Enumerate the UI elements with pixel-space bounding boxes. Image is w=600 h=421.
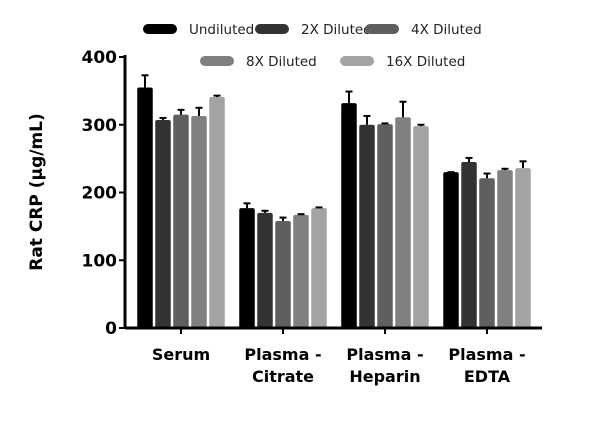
- y-tick-label: 400: [82, 48, 118, 68]
- bar: [377, 124, 393, 328]
- legend-label: 16X Diluted: [386, 54, 465, 70]
- y-axis-label: Rat CRP (µg/mL): [27, 113, 47, 271]
- y-tick-label: 100: [82, 251, 118, 271]
- legend-label: 8X Diluted: [246, 54, 317, 70]
- bar: [137, 87, 153, 328]
- bar: [395, 117, 411, 328]
- bars: [137, 74, 531, 329]
- legend-label: 2X Diluted: [301, 22, 372, 38]
- bar: [173, 114, 189, 329]
- legend-label: Undiluted: [189, 22, 254, 38]
- bar: [413, 126, 429, 328]
- legend-swatch: [340, 56, 374, 66]
- y-axis: 0 100 200 300 400: [82, 48, 127, 339]
- bar: [341, 103, 357, 328]
- x-tick-label: Serum: [152, 345, 210, 364]
- legend: Undiluted 2X Diluted 4X Diluted 8X Diluted 1…: [143, 22, 482, 70]
- x-tick-label: Plasma -Citrate: [244, 345, 321, 386]
- bar: [257, 212, 273, 328]
- legend-swatch: [143, 24, 177, 34]
- bar: [293, 214, 309, 328]
- legend-swatch: [255, 24, 289, 34]
- bar: [191, 115, 207, 328]
- bar: [155, 120, 171, 328]
- bar: [461, 162, 477, 328]
- x-tick-label: Plasma -EDTA: [448, 345, 525, 386]
- bar: [479, 178, 495, 328]
- bar: [497, 170, 513, 328]
- legend-swatch: [365, 24, 399, 34]
- bar: [443, 172, 459, 328]
- x-tick-label: Plasma -Heparin: [346, 345, 423, 386]
- bar: [515, 168, 531, 328]
- legend-swatch: [200, 56, 234, 66]
- y-tick-label: 300: [82, 116, 118, 136]
- legend-label: 4X Diluted: [411, 22, 482, 38]
- bar: [209, 96, 225, 328]
- y-tick-label: 0: [105, 319, 117, 339]
- bar: [275, 220, 291, 328]
- y-tick-label: 200: [82, 184, 118, 204]
- bar: [311, 208, 327, 328]
- bar: [239, 208, 255, 328]
- bar: [359, 124, 375, 328]
- x-axis: Serum Plasma -Citrate Plasma -Heparin Plasm…: [125, 326, 542, 386]
